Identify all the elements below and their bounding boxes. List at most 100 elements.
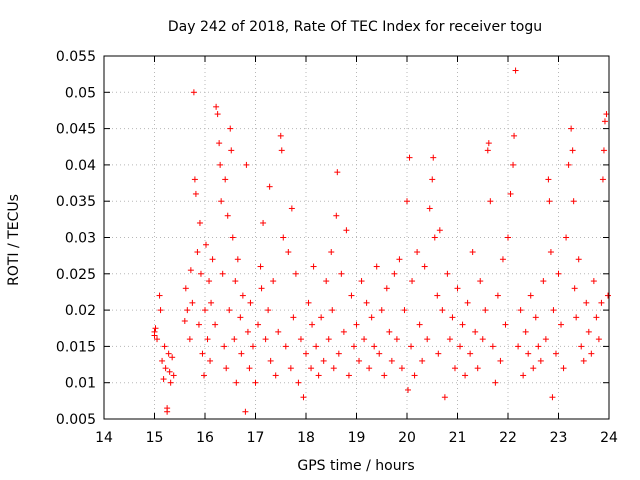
data-point: [343, 227, 350, 234]
data-point: [546, 198, 553, 205]
data-point: [419, 357, 426, 364]
y-axis: 0.005 0.01 0.015 0.02 0.025 0.03 0.035 0.04 0.04…: [56, 49, 609, 428]
data-point: [290, 314, 297, 321]
data-point: [229, 234, 236, 241]
data-point: [334, 169, 341, 176]
data-point: [182, 285, 189, 292]
data-point: [416, 321, 423, 328]
data-point: [194, 249, 201, 256]
data-point: [315, 372, 322, 379]
data-point: [435, 350, 442, 357]
data-point: [166, 368, 173, 375]
data-point: [520, 372, 527, 379]
data-point: [487, 198, 494, 205]
data-point: [265, 307, 272, 314]
data-point: [157, 307, 164, 314]
data-point: [160, 376, 167, 383]
data-point: [247, 299, 254, 306]
data-point: [469, 249, 476, 256]
data-point: [161, 343, 168, 350]
data-point: [565, 161, 572, 168]
data-point: [267, 357, 274, 364]
data-point: [515, 343, 522, 350]
data-point: [560, 365, 567, 372]
data-point: [228, 147, 235, 154]
data-point: [275, 328, 282, 335]
data-point: [479, 336, 486, 343]
data-point: [439, 307, 446, 314]
data-point: [195, 321, 202, 328]
data-point: [238, 350, 245, 357]
data-point: [287, 365, 294, 372]
data-point: [204, 336, 211, 343]
data-point: [467, 350, 474, 357]
data-point: [474, 365, 481, 372]
data-point: [272, 372, 279, 379]
data-point: [162, 365, 169, 372]
data-point: [208, 299, 215, 306]
data-point: [489, 343, 496, 350]
data-point: [373, 263, 380, 270]
data-point: [388, 357, 395, 364]
data-point: [348, 292, 355, 299]
data-point: [305, 299, 312, 306]
data-point: [350, 343, 357, 350]
data-point: [277, 132, 284, 139]
data-point: [243, 161, 250, 168]
data-point: [310, 263, 317, 270]
data-point: [214, 111, 221, 118]
data-point: [203, 241, 210, 248]
data-point: [239, 292, 246, 299]
data-point: [167, 379, 174, 386]
data-point: [213, 103, 220, 110]
y-tick-label: 0.02: [65, 303, 96, 319]
data-point: [573, 314, 580, 321]
data-point: [169, 354, 176, 361]
data-point: [547, 249, 554, 256]
data-point: [255, 321, 262, 328]
y-tick-label: 0.04: [65, 158, 96, 174]
data-point: [187, 267, 194, 274]
data-point: [459, 321, 466, 328]
data-point: [405, 386, 412, 393]
data-point: [249, 343, 256, 350]
data-point: [434, 292, 441, 299]
data-point: [485, 140, 492, 147]
data-point: [411, 372, 418, 379]
data-point: [570, 198, 577, 205]
data-point: [262, 336, 269, 343]
data-point: [540, 278, 547, 285]
data-point: [414, 249, 421, 256]
data-point: [441, 394, 448, 401]
data-point: [404, 198, 410, 205]
data-point: [189, 299, 196, 306]
x-tick-label: 24: [600, 430, 618, 446]
y-tick-label: 0.05: [65, 85, 96, 101]
data-point: [527, 292, 534, 299]
data-point: [492, 379, 499, 386]
data-point: [421, 263, 428, 270]
data-point: [406, 154, 413, 161]
data-point: [320, 357, 327, 364]
data-point: [218, 198, 225, 205]
data-point: [552, 350, 559, 357]
x-tick-label: 19: [348, 430, 366, 446]
data-point: [585, 328, 592, 335]
data-point: [424, 336, 431, 343]
x-axis-label: GPS time / hours: [297, 458, 414, 474]
data-point: [537, 357, 544, 364]
data-point: [280, 234, 287, 241]
data-point: [563, 234, 570, 241]
data-point: [383, 285, 390, 292]
x-tick-label: 17: [247, 430, 265, 446]
x-tick-label: 16: [196, 430, 214, 446]
data-point: [371, 343, 378, 350]
data-point: [244, 328, 251, 335]
data-point: [583, 299, 590, 306]
data-point: [532, 314, 539, 321]
data-point: [221, 343, 228, 350]
data-point: [401, 307, 408, 314]
x-tick-label: 15: [146, 430, 164, 446]
data-point: [197, 270, 204, 277]
